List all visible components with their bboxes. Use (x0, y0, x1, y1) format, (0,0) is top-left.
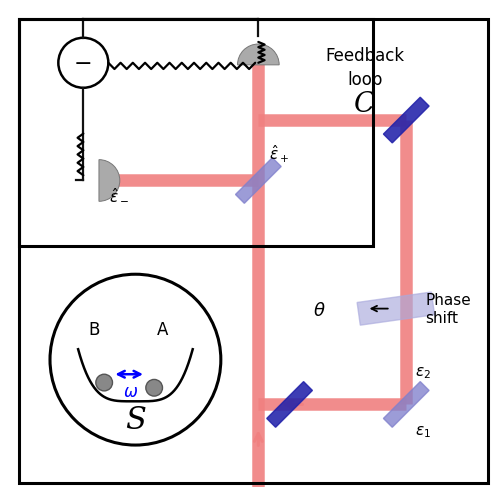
Circle shape (50, 274, 221, 445)
Bar (19, 19, 373, 246)
Text: $\omega$: $\omega$ (122, 383, 138, 401)
Bar (384, 97, 429, 143)
Wedge shape (238, 44, 279, 65)
Bar (236, 158, 281, 203)
Text: S: S (125, 405, 146, 435)
Bar (384, 382, 429, 427)
Bar (266, 382, 312, 427)
Text: $\hat{\varepsilon}_-$: $\hat{\varepsilon}_-$ (110, 188, 130, 204)
Text: A: A (157, 321, 168, 339)
Text: −: − (74, 54, 92, 74)
Text: $\theta$: $\theta$ (314, 301, 326, 319)
Text: Feedback
loop: Feedback loop (325, 47, 404, 89)
Text: Phase
shift: Phase shift (425, 294, 471, 326)
Text: B: B (88, 321, 100, 339)
Text: $\varepsilon_1$: $\varepsilon_1$ (414, 425, 430, 440)
Circle shape (96, 374, 112, 391)
Circle shape (58, 38, 108, 88)
Text: $\hat{\varepsilon}_+$: $\hat{\varepsilon}_+$ (269, 144, 289, 165)
Text: $\varepsilon_2$: $\varepsilon_2$ (414, 365, 430, 381)
Text: C: C (354, 91, 375, 118)
Wedge shape (99, 160, 120, 201)
Circle shape (146, 379, 162, 396)
Bar (357, 292, 434, 325)
